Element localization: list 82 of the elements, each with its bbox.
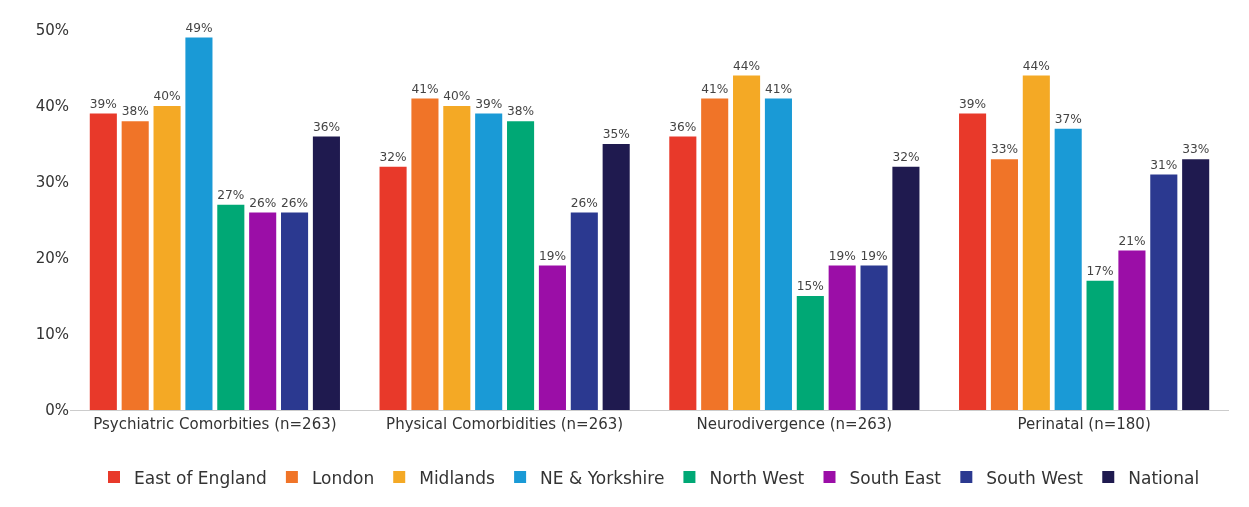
bar (602, 144, 630, 410)
data-label: 27% (217, 187, 245, 202)
data-label: 41% (701, 81, 729, 96)
legend-label: South East (849, 467, 942, 488)
legend-label: London (311, 467, 375, 488)
bar (570, 212, 598, 410)
data-label: 32% (892, 149, 920, 164)
bar (701, 98, 729, 410)
bar (1150, 174, 1178, 410)
data-label: 39% (89, 96, 117, 111)
data-label: 26% (281, 195, 309, 210)
bar (281, 212, 309, 410)
y-tick-label: 10% (35, 325, 69, 344)
data-label: 33% (1182, 142, 1210, 157)
legend-label: South West (986, 467, 1084, 488)
data-label: 36% (312, 119, 340, 134)
data-label: 19% (828, 248, 856, 263)
bar (828, 265, 856, 410)
y-tick-label: 50% (35, 21, 69, 40)
y-tick-label: 20% (35, 249, 69, 268)
data-label: 26% (570, 195, 598, 210)
bar (1054, 128, 1082, 410)
data-label: 32% (379, 149, 407, 164)
data-label: 38% (121, 104, 149, 119)
bar (153, 106, 181, 410)
data-label: 35% (602, 127, 630, 142)
data-label: 33% (990, 142, 1018, 157)
data-label: 15% (796, 279, 824, 294)
data-label: 19% (860, 248, 888, 263)
data-label: 44% (733, 58, 761, 73)
bar (764, 98, 792, 410)
legend-label: East of England (134, 467, 267, 488)
bar (379, 166, 407, 410)
data-label: 49% (185, 20, 213, 35)
data-label: 26% (249, 195, 277, 210)
bar (121, 121, 149, 410)
y-tick-label: 30% (35, 173, 69, 192)
data-label: 39% (475, 96, 503, 111)
bar (733, 75, 761, 410)
bar (411, 98, 439, 410)
data-label: 39% (959, 96, 987, 111)
bar (1182, 159, 1210, 410)
bar (312, 136, 340, 410)
data-label: 19% (538, 248, 566, 263)
bar (1086, 280, 1114, 410)
legend-label: North West (709, 467, 805, 488)
bar (249, 212, 277, 410)
bar (959, 113, 987, 410)
data-label: 40% (443, 89, 471, 104)
bar (892, 166, 920, 410)
legend-label: NE & Yorkshire (540, 467, 665, 488)
bar (475, 113, 503, 410)
y-tick-label: 40% (35, 97, 69, 116)
y-tick-label: 0% (45, 401, 69, 420)
bar (217, 204, 245, 410)
bar (89, 113, 117, 410)
bar (1022, 75, 1050, 410)
bar (185, 37, 213, 410)
data-label: 41% (764, 81, 792, 96)
bar (860, 265, 888, 410)
bar (669, 136, 697, 410)
bar (507, 121, 535, 410)
data-label: 37% (1054, 111, 1082, 126)
x-tick-label: Psychiatric Comorbities (n=263) (93, 415, 337, 433)
data-label: 41% (411, 81, 439, 96)
bar (796, 296, 824, 410)
data-label: 38% (507, 104, 535, 119)
x-tick-label: Perinatal (n=180) (1017, 415, 1151, 433)
data-label: 17% (1086, 263, 1114, 278)
legend-label: National (1128, 467, 1200, 488)
data-label: 40% (153, 89, 181, 104)
data-label: 21% (1118, 233, 1146, 248)
bar (538, 265, 566, 410)
bar (1118, 250, 1146, 410)
data-label: 36% (669, 119, 697, 134)
x-tick-label: Neurodivergence (n=263) (696, 415, 893, 433)
data-label: 31% (1150, 157, 1178, 172)
bar (443, 106, 471, 410)
data-label: 44% (1022, 58, 1050, 73)
legend-label: Midlands (419, 467, 496, 488)
bar (990, 159, 1018, 410)
x-tick-label: Physical Comorbidities (n=263) (386, 415, 624, 433)
